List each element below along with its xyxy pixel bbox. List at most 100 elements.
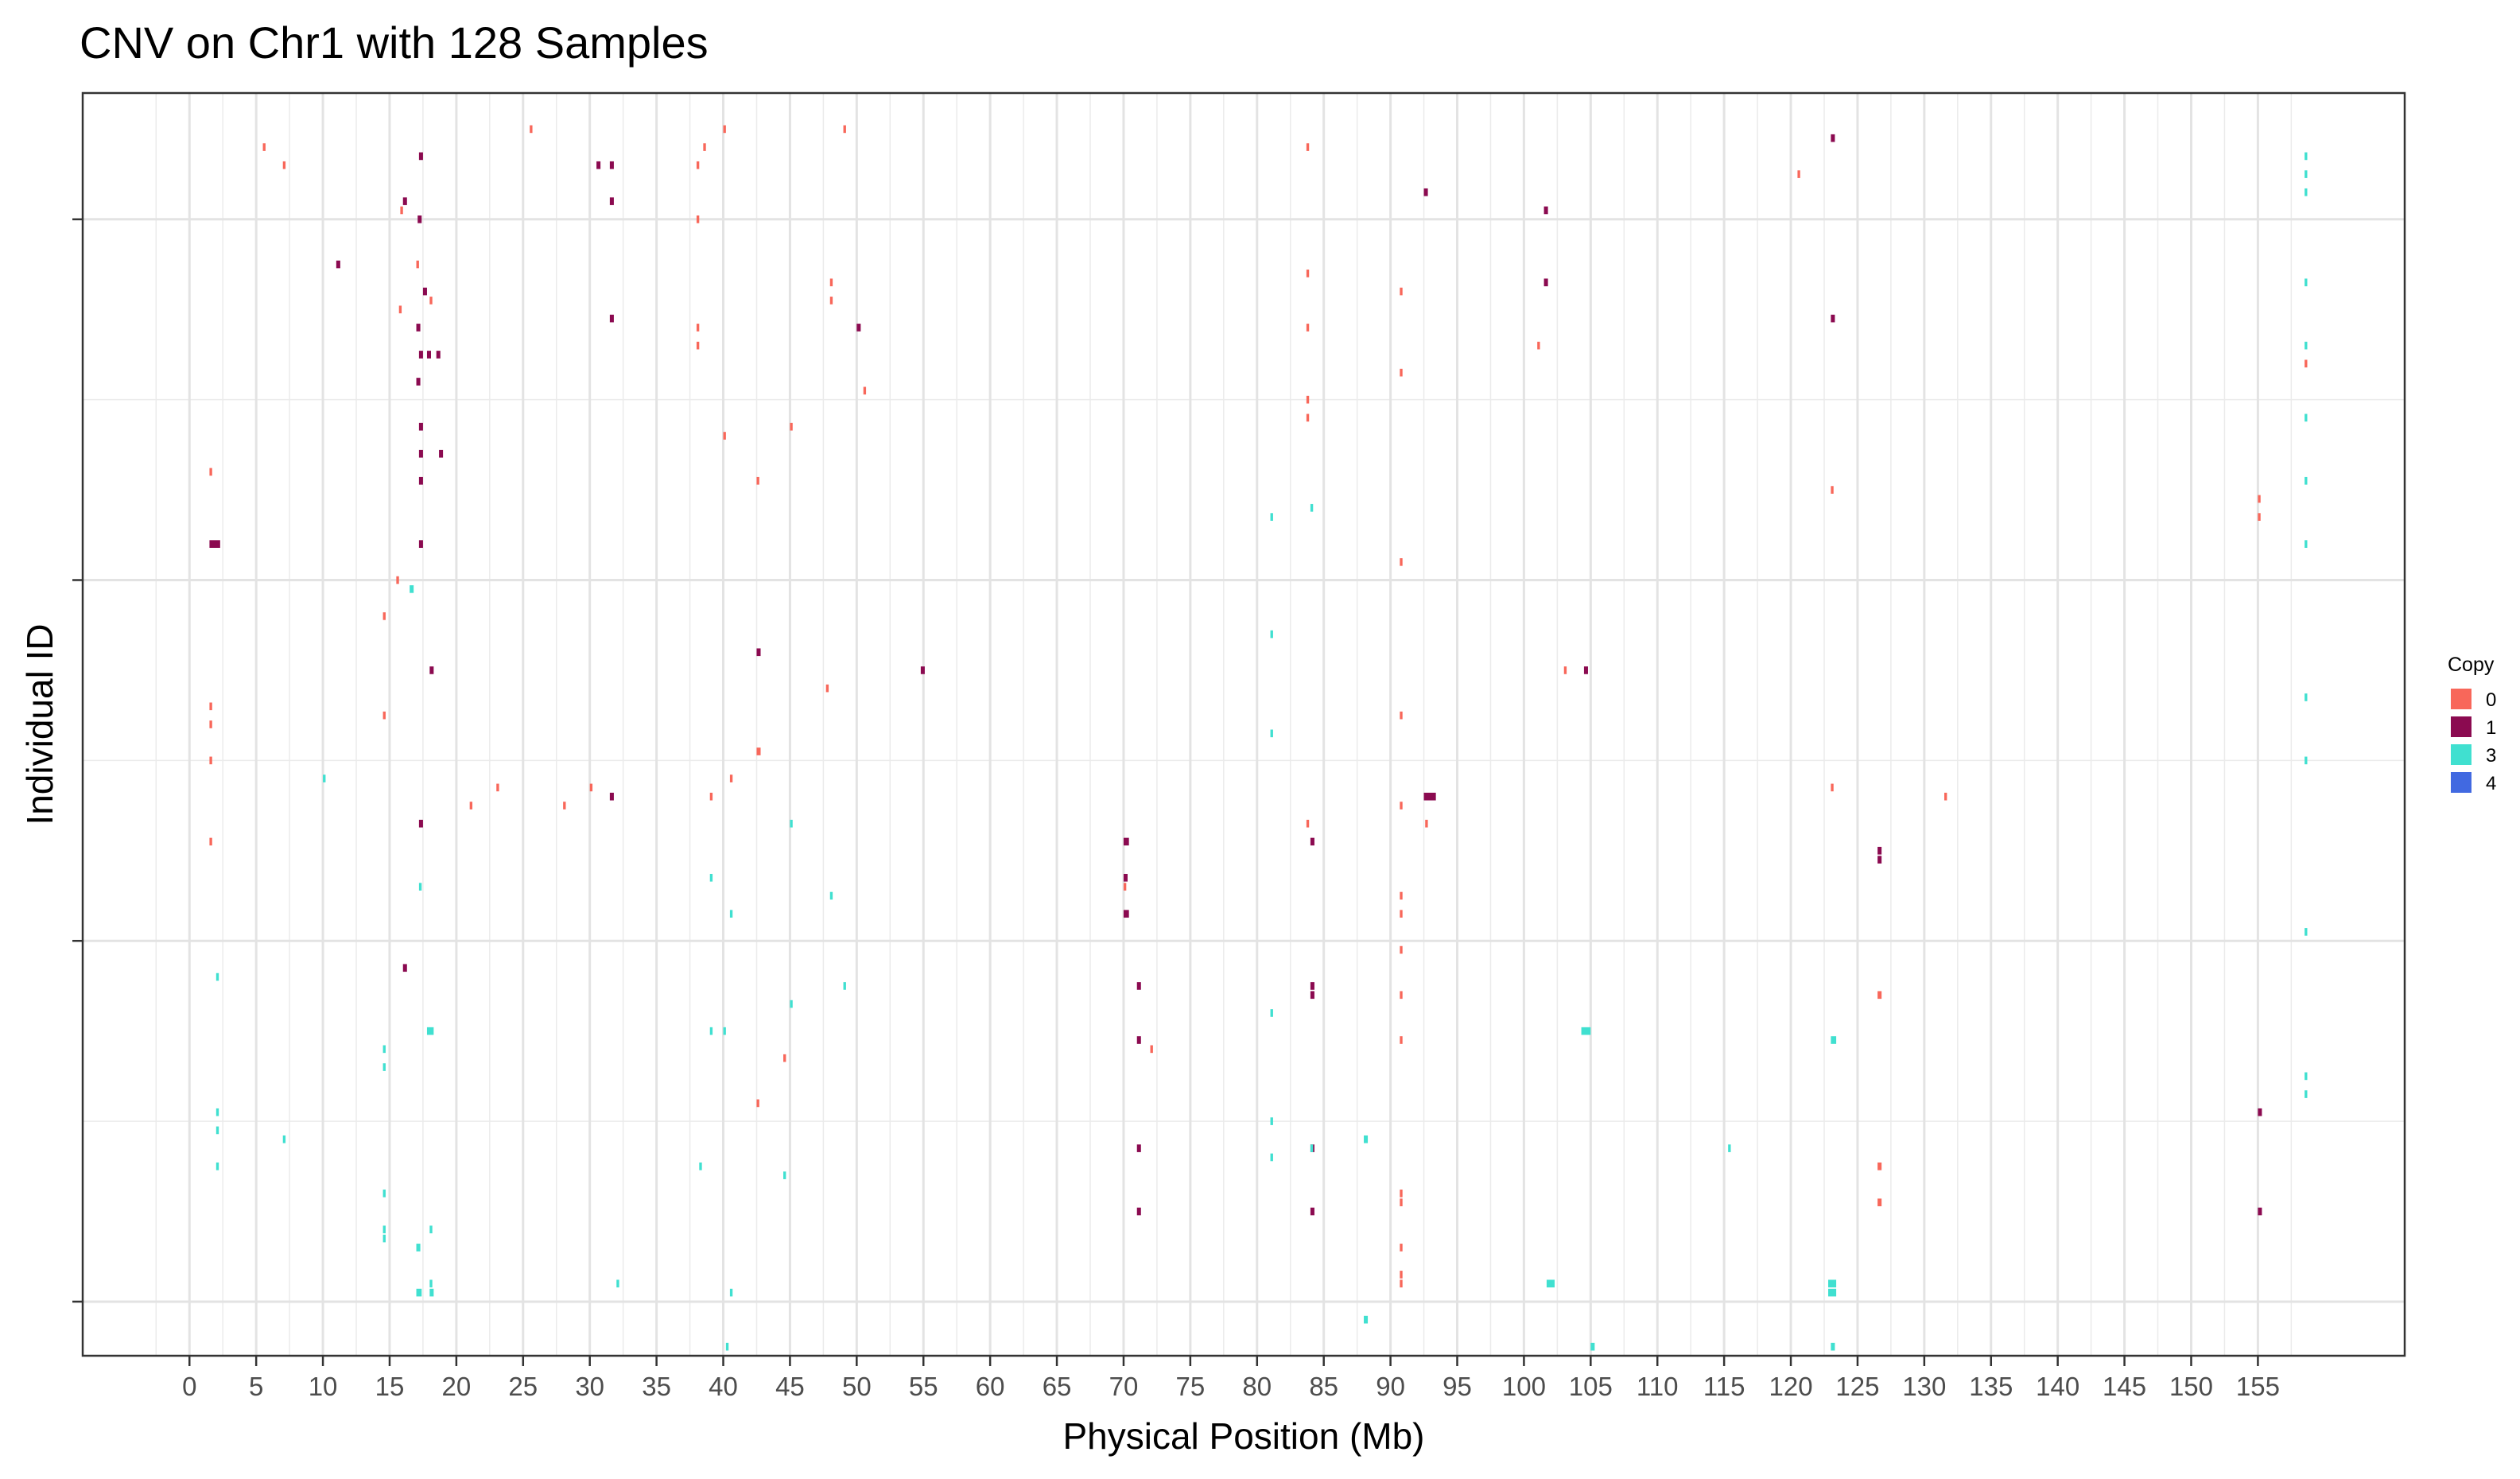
cnv-segment (426, 351, 431, 359)
cnv-segment (418, 883, 422, 891)
cnv-segment (2304, 413, 2308, 422)
cnv-segment (1270, 630, 1273, 639)
cnv-segment (1546, 1279, 1555, 1288)
chart-title: CNV on Chr1 with 128 Samples (80, 17, 709, 68)
cnv-segment (1828, 1288, 1837, 1297)
cnv-segment (323, 774, 326, 782)
cnv-segment (418, 351, 423, 359)
cnv-segment (609, 197, 614, 205)
cnv-segment (418, 476, 423, 485)
cnv-segment (1563, 666, 1567, 674)
cnv-segment (1831, 783, 1834, 792)
cnv-segment (1797, 170, 1800, 178)
x-tick-label: 25 (508, 1372, 538, 1401)
cnv-segment (756, 648, 761, 657)
cnv-segment (843, 125, 846, 134)
grid (83, 93, 2405, 1356)
cnv-segment (783, 1054, 786, 1062)
cnv-segment (336, 260, 340, 269)
cnv-segment (1581, 1027, 1591, 1035)
cnv-segment (696, 161, 700, 169)
cnv-segment (825, 684, 829, 693)
cnv-segment (1270, 1153, 1273, 1162)
x-tick-label: 55 (909, 1372, 938, 1401)
cnv-segment (2258, 513, 2261, 521)
cnv-segment (282, 161, 286, 169)
x-tick-label: 0 (182, 1372, 196, 1401)
x-tick-label: 5 (249, 1372, 263, 1401)
cnv-segment (2304, 756, 2308, 765)
cnv-segment (1400, 1271, 1403, 1279)
cnv-segment (1270, 1009, 1273, 1017)
cnv-segment (1400, 991, 1403, 1000)
cnv-segment (416, 324, 421, 332)
cnv-segment (1150, 1045, 1153, 1054)
cnv-segment (209, 702, 212, 711)
cnv-segment (729, 774, 733, 782)
cnv-segment (609, 792, 614, 801)
cnv-segment (1364, 1135, 1369, 1143)
x-tick-label: 155 (2236, 1372, 2280, 1401)
cnv-segment (829, 891, 833, 900)
cnv-segment (2258, 1108, 2262, 1116)
cnv-segment (2304, 693, 2308, 701)
cnv-segment (696, 341, 700, 350)
cnv-segment (416, 260, 419, 269)
cnv-segment (1310, 991, 1314, 1000)
x-tick-label: 100 (1502, 1372, 1546, 1401)
cnv-segment (1270, 1117, 1273, 1125)
cnv-segment (400, 206, 403, 215)
cnv-segment (216, 972, 219, 981)
cnv-segment (1310, 837, 1314, 846)
cnv-segment (563, 802, 566, 809)
x-tick-label: 90 (1376, 1372, 1405, 1401)
x-tick-label: 135 (1969, 1372, 2013, 1401)
cnv-segment (216, 1108, 219, 1116)
cnv-segment (418, 152, 423, 161)
cnv-segment (1728, 1144, 1731, 1152)
x-tick-label: 50 (842, 1372, 872, 1401)
cnv-segment (790, 422, 793, 431)
cnv-segment (416, 378, 421, 386)
cnv-segment (1831, 134, 1835, 142)
legend-label: 1 (2486, 717, 2496, 739)
cnv-segment (1400, 1244, 1403, 1252)
cnv-segment (418, 449, 423, 458)
x-tick-label: 125 (1835, 1372, 1879, 1401)
cnv-segment (1831, 314, 1835, 323)
cnv-segment (2304, 540, 2308, 548)
cnv-segment (1400, 910, 1403, 918)
cnv-segment (282, 1135, 286, 1143)
cnv-segment (429, 297, 433, 305)
x-tick-label: 20 (442, 1372, 472, 1401)
x-tick-label: 60 (976, 1372, 1005, 1401)
cnv-segment (262, 143, 266, 151)
cnv-segment (696, 215, 700, 223)
cnv-segment (436, 351, 441, 359)
x-tick-label: 65 (1043, 1372, 1072, 1401)
cnv-segment (1400, 1036, 1403, 1044)
cnv-segment (2304, 188, 2308, 196)
cnv-segment (422, 287, 427, 296)
cnv-segment (790, 819, 793, 828)
cnv-segment (1136, 1036, 1141, 1044)
cnv-segment (1310, 503, 1314, 512)
cnv-segment (1123, 883, 1127, 891)
cnv-segment (703, 143, 706, 151)
cnv-segment (496, 783, 499, 792)
cnv-segment (2304, 170, 2308, 178)
cnv-segment (729, 1288, 733, 1297)
cnv-segment (1123, 837, 1129, 846)
cnv-segment (723, 125, 726, 134)
cnv-segment (1543, 278, 1548, 287)
cnv-segment (1425, 819, 1428, 828)
cnv-segment (729, 910, 733, 918)
cnv-segment (216, 1126, 219, 1135)
cnv-segment (209, 720, 212, 728)
cnv-segment (856, 324, 861, 332)
copy-3-segments (216, 152, 2308, 1351)
cnv-segment (1306, 270, 1310, 278)
cnv-segment (1877, 856, 1882, 864)
cnv-segment (829, 278, 833, 287)
